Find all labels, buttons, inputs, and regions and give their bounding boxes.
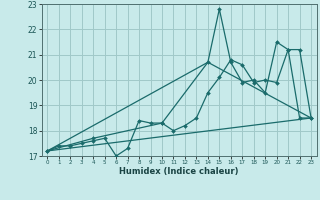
X-axis label: Humidex (Indice chaleur): Humidex (Indice chaleur) [119, 167, 239, 176]
